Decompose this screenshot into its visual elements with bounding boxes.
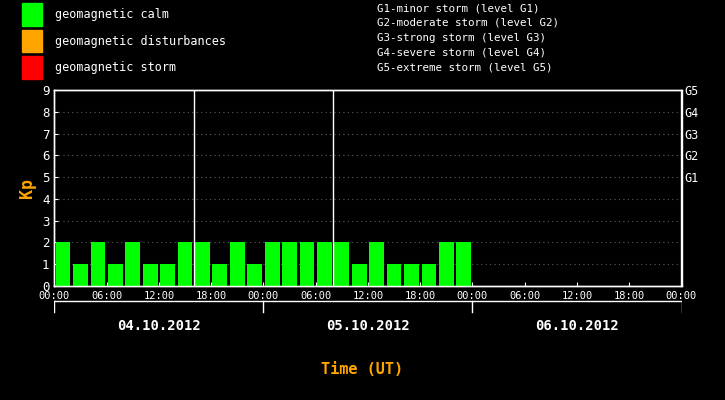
Bar xyxy=(195,242,210,286)
Bar xyxy=(125,242,140,286)
Bar xyxy=(212,264,227,286)
Bar xyxy=(73,264,88,286)
Text: G1-minor storm (level G1): G1-minor storm (level G1) xyxy=(377,3,539,13)
Y-axis label: Kp: Kp xyxy=(18,178,36,198)
Bar xyxy=(352,264,367,286)
Bar xyxy=(22,3,42,26)
Text: geomagnetic storm: geomagnetic storm xyxy=(55,61,176,74)
Text: G2-moderate storm (level G2): G2-moderate storm (level G2) xyxy=(377,18,559,28)
Bar xyxy=(160,264,175,286)
Bar xyxy=(282,242,297,286)
Text: 06.10.2012: 06.10.2012 xyxy=(535,319,619,333)
Bar xyxy=(230,242,245,286)
Text: G4-severe storm (level G4): G4-severe storm (level G4) xyxy=(377,48,546,58)
Bar xyxy=(22,30,42,52)
Bar xyxy=(386,264,402,286)
Bar xyxy=(317,242,332,286)
Bar xyxy=(299,242,315,286)
Text: G3-strong storm (level G3): G3-strong storm (level G3) xyxy=(377,33,546,43)
Bar xyxy=(91,242,105,286)
Text: geomagnetic calm: geomagnetic calm xyxy=(55,8,169,21)
Bar xyxy=(334,242,349,286)
Bar xyxy=(108,264,123,286)
Bar xyxy=(22,56,42,79)
Bar xyxy=(247,264,262,286)
Bar xyxy=(456,242,471,286)
Text: geomagnetic disturbances: geomagnetic disturbances xyxy=(55,34,226,48)
Bar xyxy=(143,264,157,286)
Text: 05.10.2012: 05.10.2012 xyxy=(326,319,410,333)
Bar xyxy=(56,242,70,286)
Bar xyxy=(421,264,436,286)
Bar xyxy=(439,242,454,286)
Bar xyxy=(404,264,419,286)
Text: G5-extreme storm (level G5): G5-extreme storm (level G5) xyxy=(377,62,552,72)
Bar xyxy=(178,242,192,286)
Text: Time (UT): Time (UT) xyxy=(321,362,404,378)
Bar xyxy=(369,242,384,286)
Text: 04.10.2012: 04.10.2012 xyxy=(117,319,201,333)
Bar xyxy=(265,242,280,286)
